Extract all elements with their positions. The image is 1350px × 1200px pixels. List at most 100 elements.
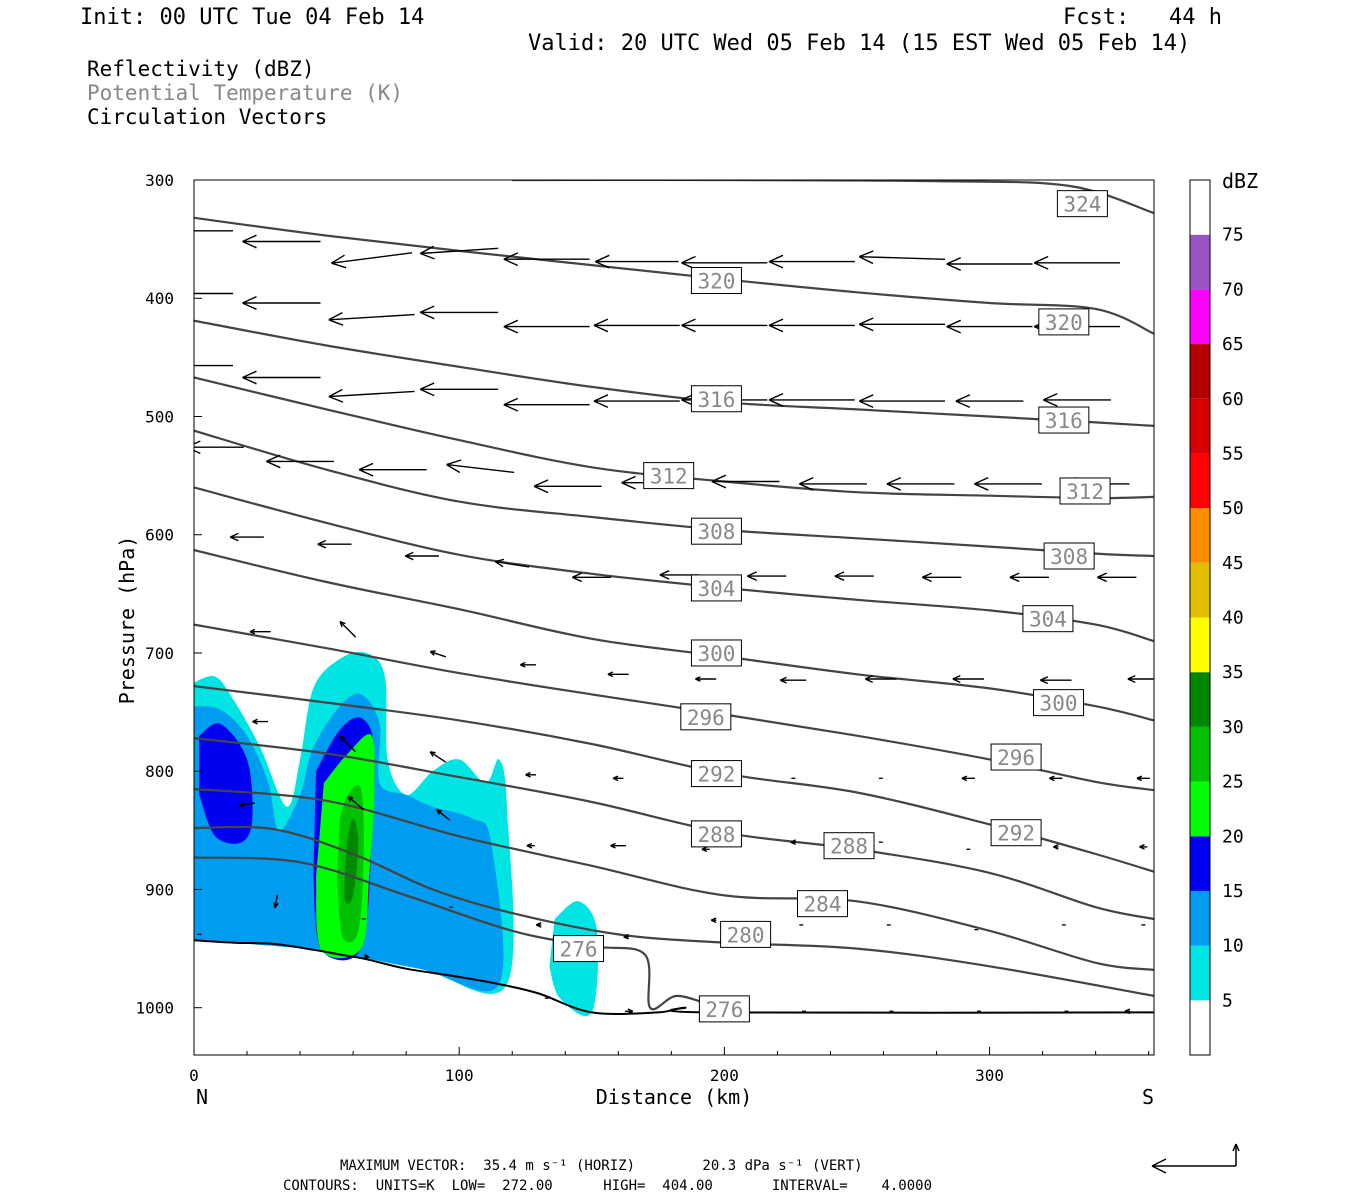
theta-label-304: 304 — [1029, 608, 1067, 632]
theta-label-box — [990, 743, 1042, 771]
circulation-vector — [701, 846, 710, 853]
y-tick-label: 800 — [145, 762, 174, 781]
circulation-vector — [955, 394, 1024, 409]
theta-label-324: 324 — [1063, 193, 1101, 217]
theta-label-group: 300 — [1033, 689, 1085, 717]
circulation-vector — [503, 252, 590, 267]
colorbar-level-label: 20 — [1222, 826, 1244, 847]
theta-label-276: 276 — [705, 998, 743, 1022]
circulation-vector — [834, 571, 874, 581]
circulation-vector — [610, 842, 627, 849]
theta-contour-324 — [512, 180, 1154, 215]
circulation-vector — [436, 809, 451, 821]
x-tick-label: 300 — [975, 1066, 1004, 1085]
theta-label-box — [698, 995, 750, 1023]
theta-label-group: 312 — [1059, 477, 1111, 505]
theta-label-280: 280 — [727, 923, 765, 947]
theta-label-296: 296 — [687, 706, 725, 730]
circulation-vector — [858, 250, 946, 265]
colorbar-level-label: 30 — [1222, 717, 1244, 738]
theta-label-312: 312 — [1066, 480, 1104, 504]
theta-label-box — [690, 820, 742, 848]
circulation-vector — [1033, 255, 1120, 270]
theta-label-group: 276 — [553, 935, 605, 963]
theta-label-300: 300 — [697, 642, 735, 666]
theta-contour-312 — [194, 376, 1154, 500]
circulation-vector — [194, 230, 233, 232]
circulation-vector — [790, 839, 796, 846]
theta-label-box — [1056, 190, 1108, 218]
legend-reflectivity: Reflectivity (dBZ) — [87, 57, 315, 81]
colorbar-bin — [1190, 945, 1210, 1001]
circulation-vector — [1053, 843, 1059, 850]
theta-label-box — [1038, 406, 1090, 434]
theta-label-group: 300 — [690, 639, 742, 667]
colorbar-level-label: 75 — [1222, 225, 1244, 246]
theta-label-group: 276 — [698, 995, 750, 1023]
reflectivity-area-15-dbz — [199, 723, 253, 844]
theta-label-group: 288 — [690, 820, 742, 848]
circulation-vector — [1136, 775, 1150, 782]
theta-label-box — [690, 639, 742, 667]
circulation-vector — [681, 318, 768, 333]
reflectivity-shading — [194, 651, 599, 1017]
colorbar-bin — [1190, 180, 1210, 235]
theta-contour-304 — [194, 486, 1154, 643]
circulation-vector — [1049, 775, 1063, 782]
colorbar-unit: dBZ — [1222, 169, 1258, 193]
legend-theta: Potential Temperature (K) — [87, 81, 404, 105]
circulation-vector — [768, 254, 855, 269]
theta-label-284: 284 — [804, 893, 842, 917]
circulation-vector — [572, 572, 612, 583]
colorbar-bin — [1190, 234, 1210, 290]
colorbar-bin — [1190, 398, 1210, 454]
theta-label-308: 308 — [697, 520, 735, 544]
circulation-vector — [1124, 1008, 1131, 1015]
colorbar-level-label: 35 — [1222, 662, 1244, 683]
circulation-vector — [242, 370, 321, 385]
colorbar-level-label: 60 — [1222, 389, 1244, 410]
circulation-vector — [593, 318, 680, 333]
theta-contour-320 — [194, 216, 1154, 335]
colorbar-level-label: 40 — [1222, 608, 1244, 629]
circulation-vector — [612, 775, 624, 782]
theta-label-box — [690, 760, 742, 788]
circulation-vector — [242, 234, 321, 249]
theta-label-box — [690, 517, 742, 545]
circulation-vector — [1097, 572, 1137, 583]
circulation-vector — [194, 292, 233, 295]
circulation-vector — [607, 671, 629, 678]
colorbar-bin — [1190, 836, 1210, 891]
colorbar-bin — [1190, 1000, 1210, 1055]
circulation-vector — [625, 1008, 634, 1015]
theta-label-box — [797, 890, 849, 918]
theta-label-group: 280 — [720, 920, 772, 948]
circulation-vector — [526, 842, 535, 849]
reflectivity-area-30-dbz — [344, 818, 359, 905]
theta-label-box — [1022, 605, 1074, 633]
theta-label-group: 324 — [1056, 190, 1108, 218]
theta-label-304: 304 — [697, 577, 735, 601]
colorbar-level-label: 10 — [1222, 936, 1244, 957]
x-end-label-right: S — [1142, 1085, 1154, 1109]
forecast-hour: Fcst: 44 h — [1063, 5, 1222, 30]
colorbar-bin — [1190, 344, 1210, 399]
circulation-vector — [273, 894, 279, 909]
circulation-vector — [1043, 392, 1111, 407]
x-tick-label: 200 — [710, 1066, 739, 1085]
circulation-vector — [865, 674, 897, 684]
circulation-vector — [339, 620, 357, 638]
colorbar-level-label: 5 — [1222, 990, 1233, 1011]
colorbar-level-label: 15 — [1222, 881, 1244, 902]
circulation-vector — [194, 440, 244, 455]
circulation-vector — [419, 245, 499, 260]
theta-label-300: 300 — [1040, 692, 1078, 716]
plot-frame — [193, 179, 1155, 1056]
reference-arrow-horizontal-head — [1151, 1158, 1167, 1174]
circulation-vector — [799, 476, 867, 491]
circulation-vector — [339, 735, 357, 753]
circulation-vector — [747, 571, 787, 581]
x-end-label-left: N — [196, 1085, 208, 1109]
theta-label-group: 296 — [990, 743, 1042, 771]
colorbar-bin — [1190, 453, 1210, 509]
